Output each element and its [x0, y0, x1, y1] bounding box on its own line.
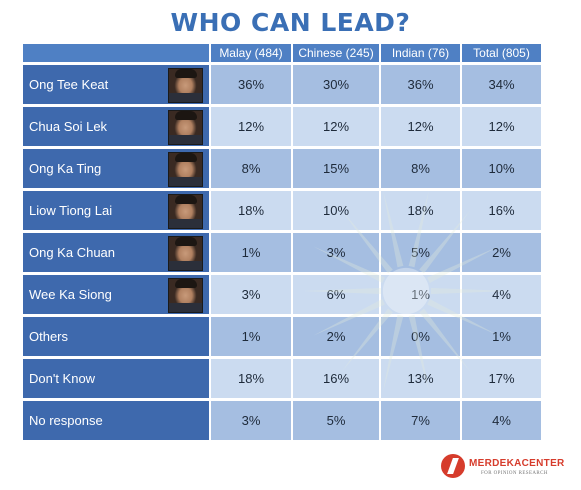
chart-title: WHO CAN LEAD?: [170, 8, 411, 37]
value-cell: 1%: [211, 233, 291, 272]
value-cell: 2%: [462, 233, 541, 272]
table-row: Others 1% 2% 0% 1%: [23, 317, 541, 356]
value-cell: 8%: [211, 149, 291, 188]
row-label: No response: [23, 401, 209, 440]
merdeka-logo-icon: [441, 454, 465, 478]
results-table: Malay (484) Chinese (245) Indian (76) To…: [21, 41, 543, 443]
table-row: Wee Ka Siong 3% 6% 1% 4%: [23, 275, 541, 314]
value-cell: 4%: [462, 401, 541, 440]
table-row: No response 3% 5% 7% 4%: [23, 401, 541, 440]
row-label: Wee Ka Siong: [23, 275, 209, 314]
table-row: Don't Know 18% 16% 13% 17%: [23, 359, 541, 398]
value-cell: 1%: [211, 317, 291, 356]
value-cell: 36%: [381, 65, 460, 104]
merdeka-center-logo: MERDEKACENTER FOR OPINION RESEARCH: [441, 452, 571, 484]
value-cell: 30%: [293, 65, 379, 104]
candidate-name: Wee Ka Siong: [29, 287, 112, 302]
candidate-name: Liow Tiong Lai: [29, 203, 113, 218]
candidate-name: No response: [29, 413, 103, 428]
value-cell: 2%: [293, 317, 379, 356]
candidate-photo: [168, 152, 203, 187]
value-cell: 3%: [293, 233, 379, 272]
table-row: Chua Soi Lek 12% 12% 12% 12%: [23, 107, 541, 146]
row-label: Ong Tee Keat: [23, 65, 209, 104]
value-cell: 16%: [293, 359, 379, 398]
column-header: Chinese (245): [293, 44, 379, 62]
value-cell: 12%: [293, 107, 379, 146]
row-label: Chua Soi Lek: [23, 107, 209, 146]
results-table-container: Malay (484) Chinese (245) Indian (76) To…: [21, 41, 543, 449]
value-cell: 18%: [381, 191, 460, 230]
value-cell: 15%: [293, 149, 379, 188]
candidate-photo: [168, 194, 203, 229]
candidate-photo: [168, 278, 203, 313]
value-cell: 5%: [293, 401, 379, 440]
logo-subtitle: FOR OPINION RESEARCH: [481, 471, 548, 476]
candidate-name: Others: [29, 329, 69, 344]
table-row: Liow Tiong Lai 18% 10% 18% 16%: [23, 191, 541, 230]
value-cell: 10%: [462, 149, 541, 188]
value-cell: 5%: [381, 233, 460, 272]
value-cell: 10%: [293, 191, 379, 230]
value-cell: 1%: [462, 317, 541, 356]
candidate-name: Don't Know: [29, 371, 96, 386]
column-header: Total (805): [462, 44, 541, 62]
value-cell: 12%: [462, 107, 541, 146]
table-row: Ong Ka Chuan 1% 3% 5% 2%: [23, 233, 541, 272]
value-cell: 34%: [462, 65, 541, 104]
column-header: Malay (484): [211, 44, 291, 62]
candidate-name: Ong Ka Chuan: [29, 245, 116, 260]
value-cell: 1%: [381, 275, 460, 314]
value-cell: 12%: [211, 107, 291, 146]
value-cell: 6%: [293, 275, 379, 314]
value-cell: 7%: [381, 401, 460, 440]
header-corner: [23, 44, 209, 62]
table-row: Ong Ka Ting 8% 15% 8% 10%: [23, 149, 541, 188]
row-label: Others: [23, 317, 209, 356]
row-label: Liow Tiong Lai: [23, 191, 209, 230]
value-cell: 18%: [211, 191, 291, 230]
value-cell: 3%: [211, 401, 291, 440]
row-label: Ong Ka Chuan: [23, 233, 209, 272]
candidate-name: Chua Soi Lek: [29, 119, 108, 134]
value-cell: 16%: [462, 191, 541, 230]
value-cell: 4%: [462, 275, 541, 314]
value-cell: 18%: [211, 359, 291, 398]
value-cell: 3%: [211, 275, 291, 314]
row-label: Ong Ka Ting: [23, 149, 209, 188]
candidate-photo: [168, 236, 203, 271]
candidate-name: Ong Ka Ting: [29, 161, 102, 176]
value-cell: 12%: [381, 107, 460, 146]
table-row: Ong Tee Keat 36% 30% 36% 34%: [23, 65, 541, 104]
candidate-photo: [168, 110, 203, 145]
candidate-name: Ong Tee Keat: [29, 77, 109, 92]
value-cell: 17%: [462, 359, 541, 398]
header-row: Malay (484) Chinese (245) Indian (76) To…: [23, 44, 541, 62]
value-cell: 8%: [381, 149, 460, 188]
logo-text: MERDEKACENTER: [469, 458, 565, 469]
candidate-photo: [168, 68, 203, 103]
value-cell: 36%: [211, 65, 291, 104]
value-cell: 13%: [381, 359, 460, 398]
row-label: Don't Know: [23, 359, 209, 398]
column-header: Indian (76): [381, 44, 460, 62]
value-cell: 0%: [381, 317, 460, 356]
